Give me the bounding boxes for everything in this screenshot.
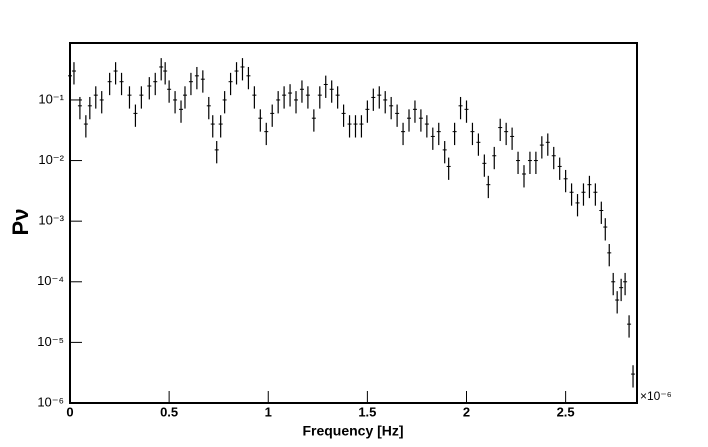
x-axis-label: Frequency [Hz] [302, 423, 403, 439]
plot-frame [69, 42, 638, 404]
y-tick-label: 10⁻¹ [38, 91, 64, 106]
x-tick-label: 1 [265, 404, 272, 419]
x-tick-label: 2 [463, 404, 470, 419]
y-axis-label: Pν [8, 209, 33, 236]
x-tick-label: 2.5 [557, 404, 575, 419]
y-tick-label: 10⁻² [38, 152, 64, 167]
y-tick-label: 10⁻⁶ [37, 394, 64, 409]
y-tick-label: 10⁻⁴ [37, 273, 64, 288]
x-tick-label: 0 [66, 404, 73, 419]
y-tick-label: 10⁻⁵ [37, 334, 64, 349]
y-tick-label: 10⁻³ [38, 213, 64, 228]
x-multiplier: ×10⁻⁶ [640, 389, 672, 403]
x-tick-label: 1.5 [358, 404, 376, 419]
x-tick-label: 0.5 [160, 404, 178, 419]
